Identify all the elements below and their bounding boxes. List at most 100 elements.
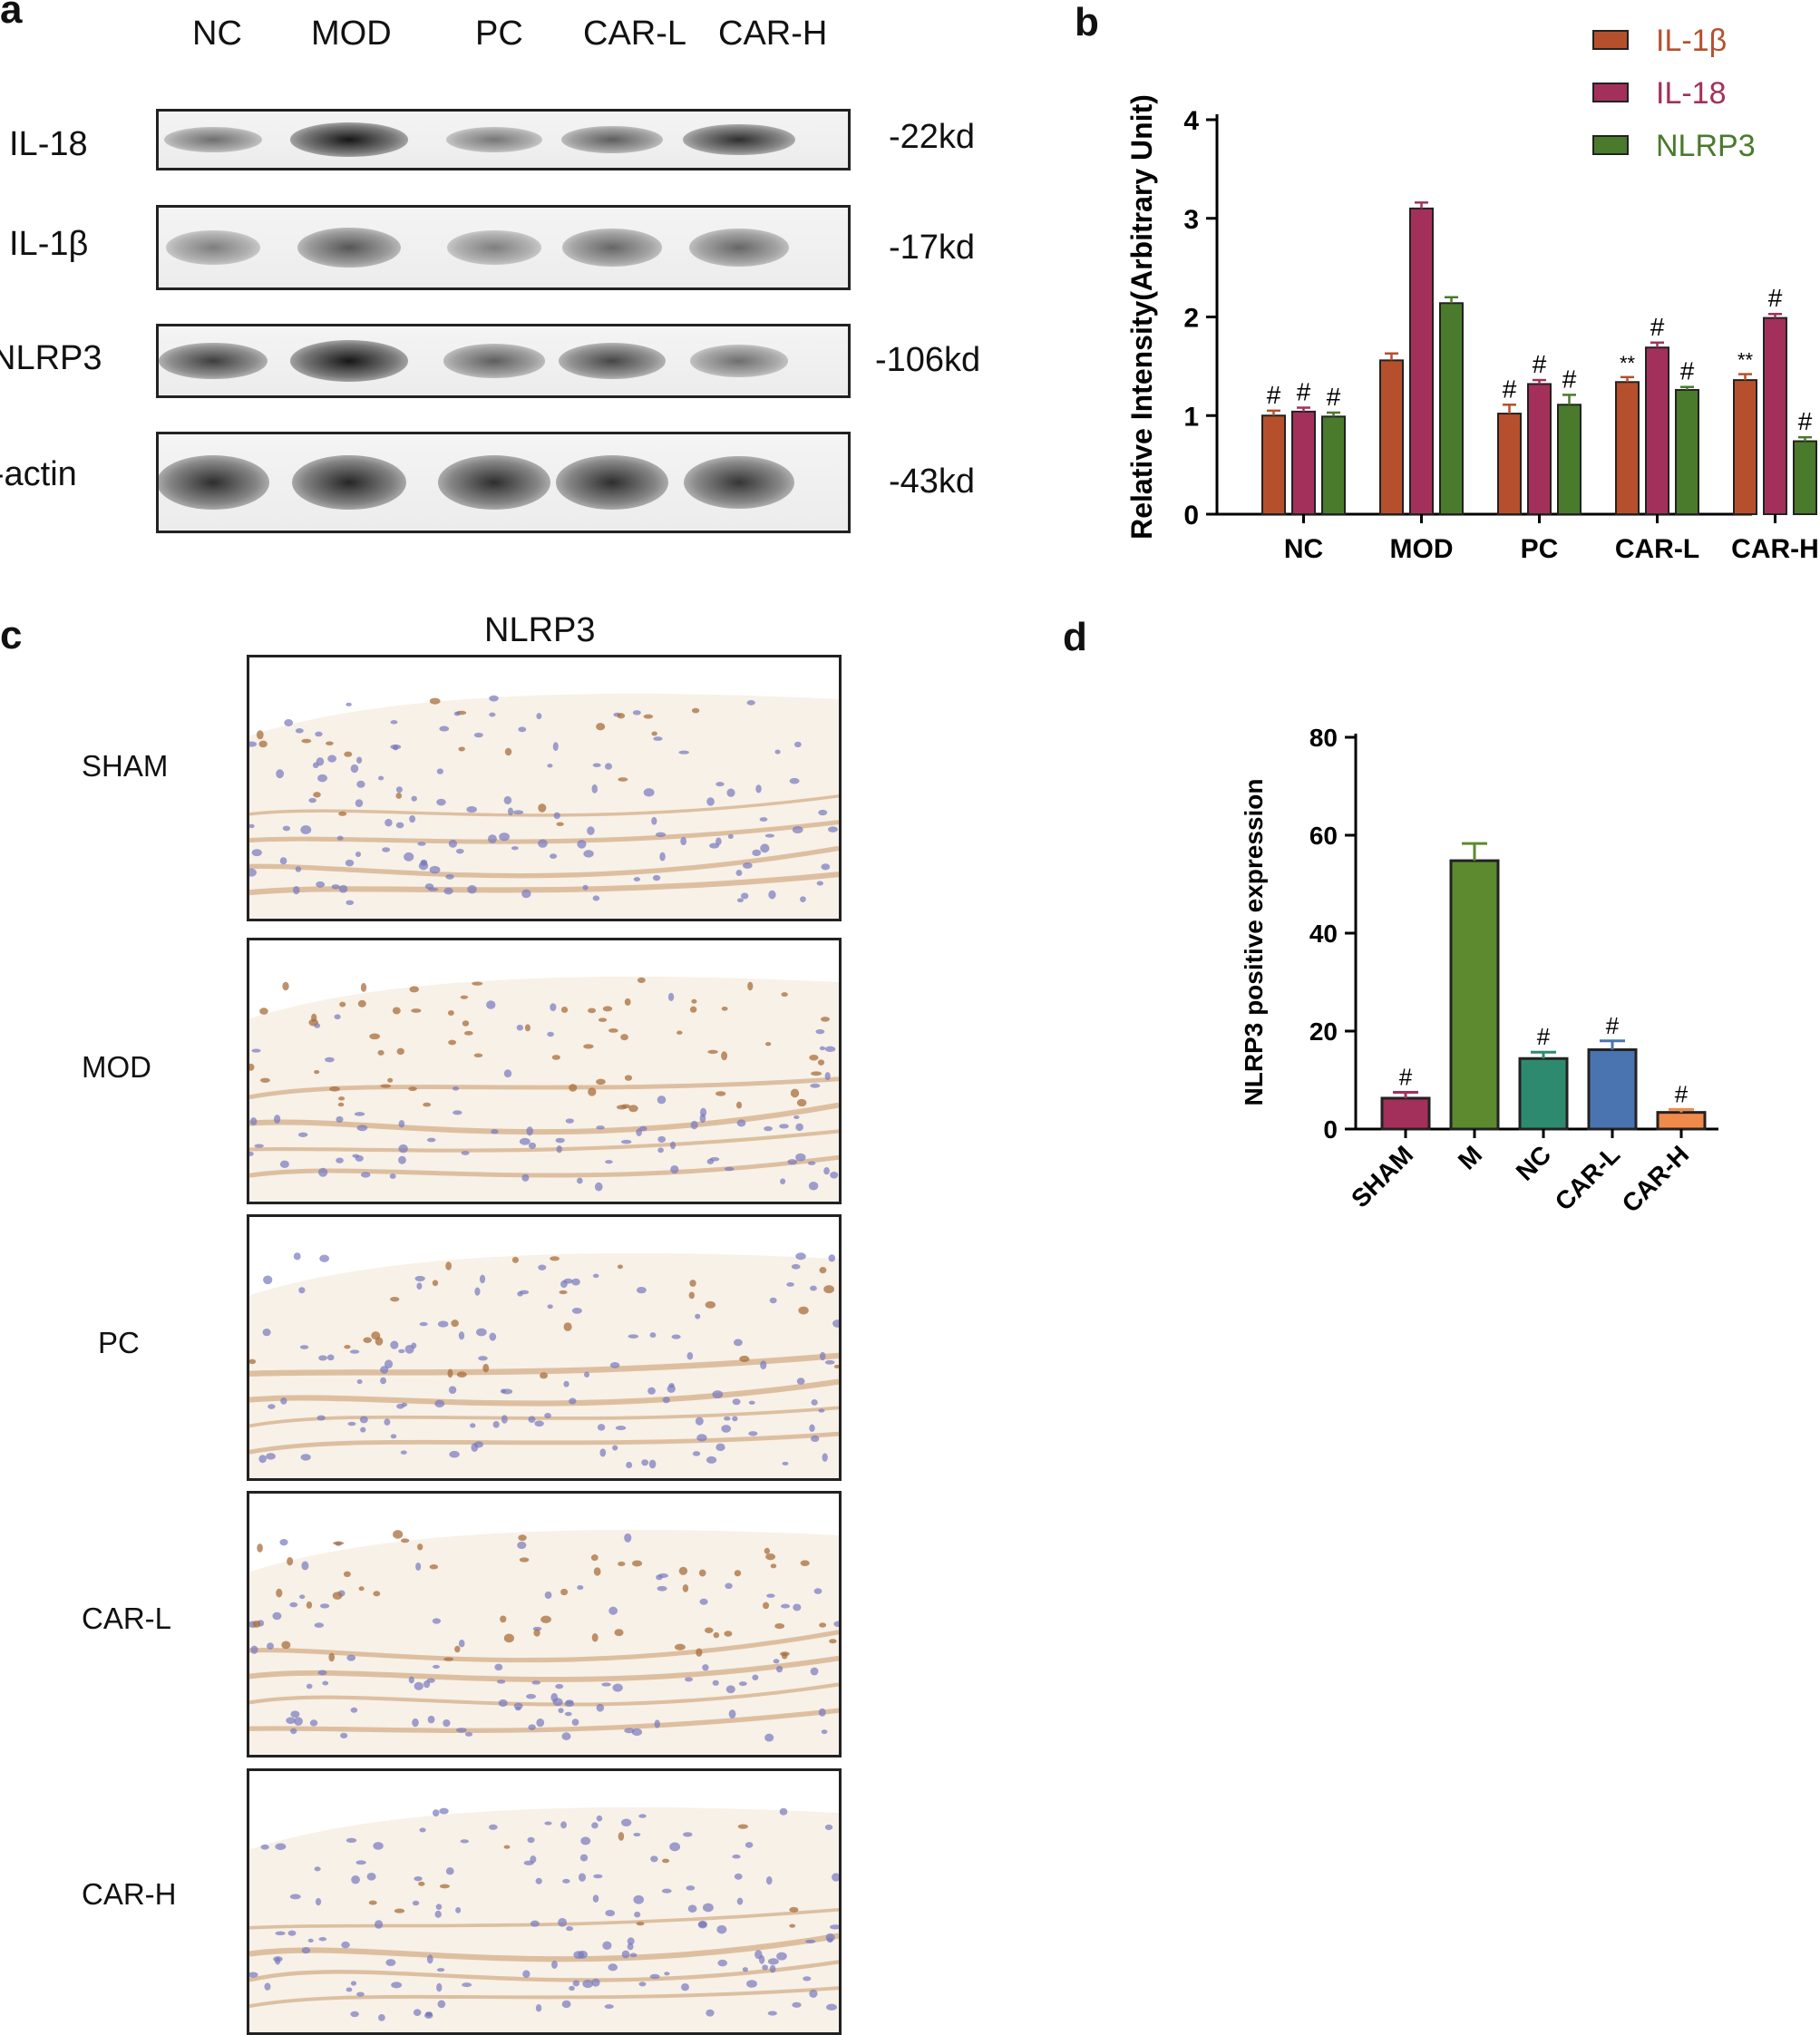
lane-label-mod: MOD	[311, 15, 392, 53]
panel-letter-c: c	[0, 613, 23, 657]
x-tick-label: CAR-L	[1550, 1140, 1626, 1216]
bar	[1409, 207, 1434, 515]
y-tick-label: 3	[1183, 205, 1199, 235]
y-axis-label: Relative Intensity(Arbitrary Unit)	[1125, 94, 1158, 540]
tissue-section-image	[249, 1494, 839, 1755]
blot-band	[561, 125, 663, 154]
blot-band	[447, 229, 541, 266]
x-tick-label: NC	[1511, 1140, 1557, 1186]
blot-band	[290, 340, 408, 382]
bar	[1793, 440, 1817, 515]
significance-mark: #	[1562, 365, 1577, 393]
bar	[1656, 1111, 1707, 1131]
blot-band	[684, 455, 794, 510]
grouped-bar-chart: Relative Intensity(Arbitrary Unit) 0 1 2 3 4 #…	[1125, 24, 1819, 564]
lane-label-car-l: CAR-L	[583, 15, 687, 53]
y-tick-label: 20	[1309, 1018, 1338, 1046]
blot-band	[164, 126, 262, 153]
bar	[1497, 413, 1522, 516]
tissue-section-image	[249, 1217, 839, 1478]
blot-row-label-nlrp3: NLRP3	[0, 339, 102, 377]
tissue-section-image	[249, 940, 839, 1202]
blot-strip-actin	[156, 432, 851, 533]
x-tick-label: CAR-H	[1617, 1140, 1695, 1218]
x-tick-label: MOD	[1390, 534, 1454, 564]
significance-mark: #	[1606, 1012, 1620, 1039]
y-tick-label: 1	[1183, 402, 1199, 432]
significance-mark: #	[1327, 383, 1341, 411]
histology-image-pc	[247, 1214, 842, 1481]
significance-mark: #	[1503, 375, 1517, 403]
kd-label-actin: -43kd	[889, 462, 976, 501]
blot-band	[159, 342, 268, 380]
lane-label-nc: NC	[192, 15, 242, 53]
y-tick-label: 40	[1309, 920, 1338, 948]
bar	[1675, 388, 1699, 515]
bar	[1763, 316, 1787, 515]
lane-label-pc: PC	[475, 15, 523, 53]
kd-label-il18: -22kd	[889, 118, 976, 156]
bar	[1557, 404, 1582, 516]
blot-band	[562, 229, 662, 267]
histology-title: NLRP3	[484, 611, 596, 649]
significance-mark: #	[1537, 1023, 1551, 1050]
histology-image-car-l	[247, 1491, 842, 1758]
blot-strip-nlrp3	[156, 324, 851, 398]
significance-mark: #	[1798, 407, 1813, 435]
blot-band	[159, 455, 269, 510]
tissue-section-image	[249, 657, 839, 919]
kd-label-il1b: -17kd	[889, 229, 976, 267]
lane-label-car-h: CAR-H	[718, 15, 828, 53]
blot-band	[166, 229, 260, 266]
x-tick-label: CAR-H	[1731, 534, 1819, 564]
blot-strip-il1b	[156, 205, 851, 290]
significance-mark: #	[1650, 313, 1665, 341]
blot-row-label-il18: IL-18	[9, 125, 88, 163]
y-axis-label: NLRP3 positive expression	[1240, 778, 1268, 1105]
blot-band	[446, 127, 542, 152]
kd-label-nlrp3: -106kd	[875, 341, 981, 379]
x-tick-label: PC	[1521, 534, 1559, 564]
blot-band	[438, 455, 550, 510]
x-tick-label: CAR-L	[1615, 534, 1699, 564]
x-tick-label: NC	[1284, 534, 1323, 564]
bar	[1449, 859, 1500, 1131]
significance-mark: #	[1680, 357, 1695, 385]
blot-band	[297, 228, 401, 268]
bar	[1379, 359, 1404, 515]
histology-image-mod	[247, 938, 842, 1204]
panel-letter-a: a	[0, 0, 23, 32]
legend-swatch	[1592, 135, 1629, 155]
bar	[1645, 346, 1669, 515]
panel-letter-b: b	[1075, 0, 1099, 44]
histology-image-car-h	[247, 1768, 842, 2035]
bar	[1615, 381, 1640, 515]
blot-band	[292, 454, 406, 511]
y-tick-label: 0	[1323, 1115, 1338, 1144]
x-tick-label: SHAM	[1346, 1140, 1418, 1212]
bar	[1321, 415, 1346, 515]
tissue-section-image	[249, 1771, 839, 2032]
blot-band	[683, 123, 795, 156]
legend-label: NLRP3	[1656, 129, 1756, 163]
legend-label: IL-18	[1656, 76, 1727, 111]
y-tick-label: 80	[1309, 724, 1338, 752]
blot-band	[559, 343, 666, 379]
significance-mark: #	[1399, 1064, 1413, 1091]
significance-mark: #	[1675, 1080, 1689, 1107]
bar-chart: NLRP3 positive expression 0 20 40 60 80 # SHAM M…	[1240, 724, 1718, 1218]
panel-letter-d: d	[1063, 615, 1087, 659]
bar	[1291, 410, 1316, 515]
y-tick-label: 2	[1183, 304, 1199, 334]
legend-swatch	[1592, 30, 1629, 50]
y-tick-label: 4	[1183, 106, 1199, 136]
y-tick-label: 0	[1183, 501, 1199, 531]
legend-label: IL-1β	[1656, 24, 1727, 58]
significance-mark: #	[1297, 378, 1311, 406]
histology-label-car-l: CAR-L	[82, 1602, 172, 1635]
x-tick-label: M	[1453, 1140, 1487, 1174]
histology-image-sham	[247, 655, 842, 921]
blot-row-label-il1b: IL-1β	[9, 225, 89, 263]
bar	[1380, 1096, 1431, 1131]
bar	[1261, 414, 1286, 515]
